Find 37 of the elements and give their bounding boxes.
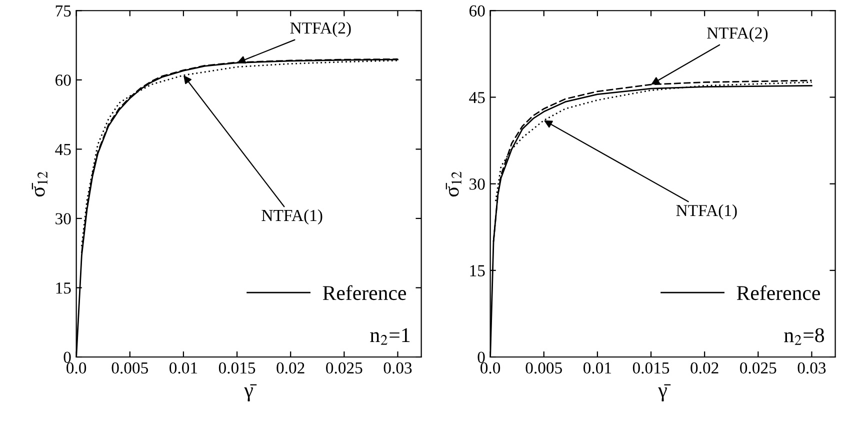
annotation: NTFA(2) [707, 26, 768, 42]
y-axis-title: σ̄$_{12}$ [32, 172, 48, 197]
x-tick-label: 0.02 [276, 362, 304, 374]
x-tick-label: 0.025 [740, 362, 776, 374]
y-tick-label: 0 [64, 352, 71, 363]
x-tick-label: 0.01 [170, 362, 198, 374]
y-tick-label: 75 [56, 5, 71, 17]
x-tick-label: 0.0 [66, 362, 86, 374]
y-tick-label: 30 [470, 178, 485, 190]
annotation: NTFA(1) [262, 209, 322, 225]
x-tick-label: 0.005 [112, 362, 148, 374]
x-tick-label: 0.03 [384, 362, 412, 374]
legend-label: Reference [322, 285, 406, 300]
x-tick-label: 0.03 [798, 362, 826, 374]
legend-label: Reference [736, 285, 820, 300]
x-axis-title: γ̄ [244, 384, 257, 402]
x-tick-label: 0.025 [326, 362, 362, 374]
x-tick-label: 0.005 [526, 362, 562, 374]
x-tick-label: 0.02 [690, 362, 718, 374]
annotation: n$_{2}$=1 [370, 328, 410, 345]
x-tick-label: 0.0 [480, 362, 500, 374]
y-tick-label: 45 [55, 144, 71, 156]
y-tick-label: 15 [56, 282, 71, 294]
x-tick-label: 0.015 [632, 362, 670, 374]
x-tick-label: 0.01 [583, 362, 612, 374]
y-tick-label: 30 [56, 213, 71, 224]
y-tick-label: 60 [469, 5, 485, 17]
x-tick-label: 0.015 [218, 362, 256, 374]
y-axis-title: σ̄$_{12}$ [446, 172, 462, 197]
y-tick-label: 45 [469, 92, 485, 104]
y-tick-label: 0 [478, 352, 485, 363]
annotation: n$_{2}$=8 [784, 328, 824, 345]
annotation: NTFA(1) [676, 204, 737, 220]
y-tick-label: 15 [470, 265, 485, 276]
annotation: NTFA(2) [290, 22, 351, 38]
y-tick-label: 60 [56, 74, 71, 86]
x-axis-title: γ̄ [658, 384, 671, 402]
